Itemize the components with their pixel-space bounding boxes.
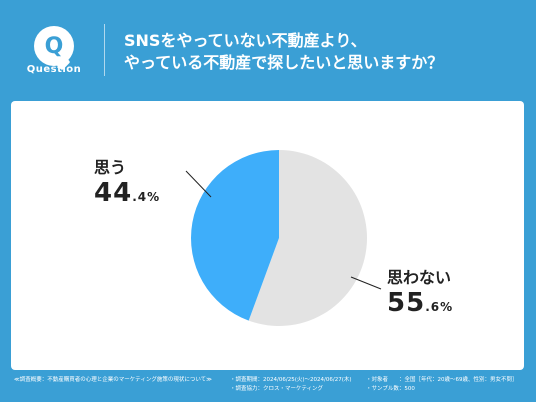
label-no-name: 思わない [387,268,452,287]
footer-samples: ・サンプル数：500 [366,386,415,392]
question-badge-icon: Q [34,26,74,71]
footer-period: ・調査期間：2024/06/25(火)〜2024/06/27(木) [230,377,352,383]
question-line-2: やっている不動産で探したいと思いますか？ [124,53,444,72]
badge-letter: Q [44,33,64,59]
pie-chart [185,150,382,326]
pie-slice-no [248,150,368,326]
label-yes: 思う 44.4% [94,154,160,208]
question-title: SNSをやっていない不動産より、 やっている不動産で探したいと思いますか？ [124,30,524,74]
footer-title: ≪調査概要：不動産購買者の心理と企業のマーケティング施策の現状について≫ [14,377,212,383]
chart-card: 思う 44.4% 思わない 55.6% [11,101,524,370]
question-line-1: SNSをやっていない不動産より、 [124,31,367,50]
footer-partner: ・調査協力：クロス・マーケティング [230,386,324,392]
label-no-value: 55.6% [387,288,454,318]
leader-line-yes [185,170,212,198]
pie-slice-yes [191,150,279,321]
header-divider [104,24,105,76]
footer-target: ・対象者 ：全国［年代：20歳〜69歳、性別：男女不問］ [366,377,518,383]
label-yes-value: 44.4% [94,178,161,208]
label-no: 思わない 55.6% [387,264,453,318]
badge-word: Question [26,64,82,75]
leader-line-no [350,276,382,290]
label-yes-name: 思う [94,158,127,177]
